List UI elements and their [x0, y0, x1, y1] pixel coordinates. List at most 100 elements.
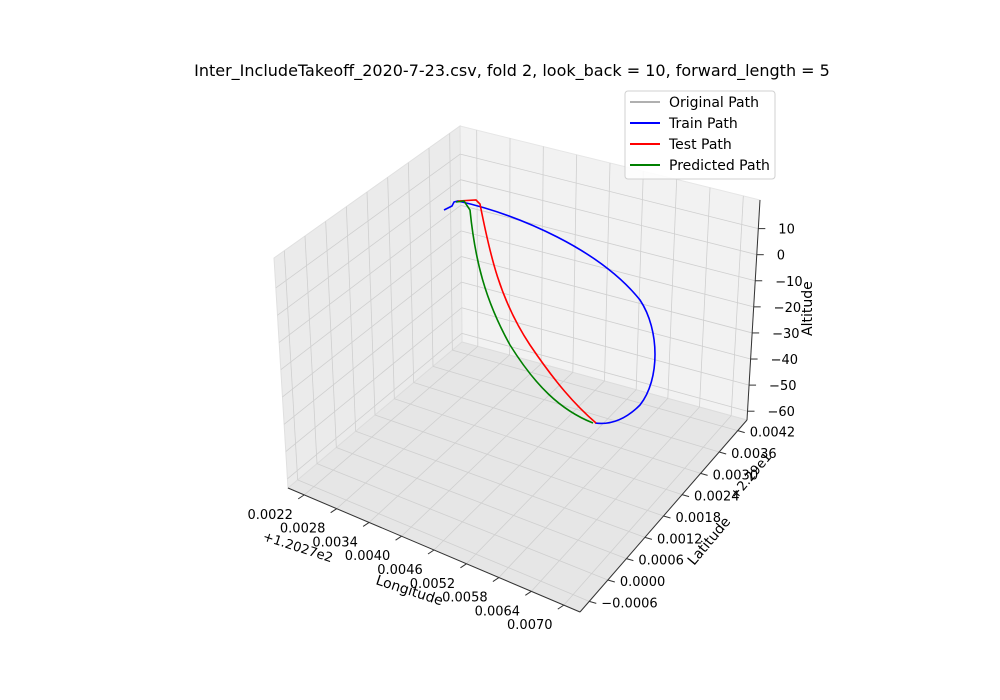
x-grid-line — [540, 146, 544, 364]
z-grid-line — [460, 153, 759, 229]
z-grid-line — [283, 281, 462, 425]
z-grid-line — [280, 230, 462, 371]
y-tick-label: 0.0000 — [620, 575, 666, 590]
grid-lines — [275, 130, 759, 606]
z-grid-line — [282, 256, 462, 398]
legend-label-test: Test Path — [668, 137, 732, 153]
z-grid-line — [460, 204, 756, 282]
y-grid-line — [316, 463, 608, 581]
x-tick-mark — [460, 563, 467, 569]
x-tick-label: 0.0046 — [377, 563, 423, 578]
y-grid-line — [355, 430, 646, 538]
y-tick-mark — [589, 600, 597, 604]
y-grid-line — [407, 162, 415, 383]
z-grid-line — [461, 281, 751, 360]
x-tick-mark — [297, 494, 305, 500]
z-grid-line — [461, 256, 753, 334]
x-tick-label: 0.0040 — [345, 549, 391, 564]
y-tick-mark — [681, 494, 690, 498]
x-tick-mark — [395, 535, 402, 541]
tick-labels: 0.00220.00280.00340.00400.00460.00520.00… — [247, 223, 802, 634]
z-tick-label: −10 — [775, 275, 802, 290]
y-grid-line — [283, 250, 299, 480]
y-tick-label: 0.0012 — [657, 532, 703, 547]
legend-label-train: Train Path — [668, 116, 738, 132]
axis-lines — [287, 199, 766, 613]
y-tick-mark — [607, 579, 615, 583]
z-grid-line — [285, 307, 462, 452]
chart-title: Inter_IncludeTakeoff_2020-7-23.csv, fold… — [194, 61, 830, 81]
x-tick-label: 0.0058 — [442, 591, 488, 606]
test-path-line — [457, 199, 597, 424]
x-grid-line — [699, 187, 711, 408]
z-tick-label: −50 — [769, 379, 796, 394]
z-tick-label: −40 — [771, 353, 798, 368]
z-grid-line — [460, 179, 757, 256]
x-tick-mark — [362, 522, 370, 527]
x-tick-mark — [557, 604, 565, 610]
z-tick-label: 0 — [777, 249, 785, 264]
x-tick-label: 0.0070 — [507, 618, 553, 633]
z-tick-label: −60 — [768, 405, 795, 420]
x-tick-mark — [330, 508, 337, 514]
x-tick-label: 0.0052 — [410, 577, 456, 592]
z-axis-label: Altitude — [800, 281, 816, 336]
z-grid-line — [277, 179, 461, 316]
y-grid-line — [387, 177, 395, 399]
x-grid-line — [572, 154, 578, 373]
y-tick-mark — [644, 536, 653, 540]
z-axis-spine — [746, 199, 761, 421]
y-tick-mark — [626, 558, 634, 562]
legend-box — [624, 90, 776, 180]
x-tick-label: 0.0022 — [247, 508, 293, 523]
x-tick-label: 0.0064 — [475, 604, 521, 619]
predicted-path-line — [455, 200, 594, 424]
x-tick-mark — [427, 549, 435, 555]
x-grid-line — [476, 130, 479, 347]
x-grid-line — [509, 138, 511, 356]
y-tick-mark — [700, 472, 708, 476]
z-tick-label: −20 — [774, 301, 801, 316]
y-grid-line — [428, 147, 434, 367]
y-grid-line — [345, 206, 357, 432]
y-tick-label: 0.0042 — [750, 426, 796, 441]
z-grid-line — [275, 153, 461, 289]
y-grid-line — [394, 398, 683, 496]
y-tick-label: 0.0006 — [638, 554, 684, 569]
x-grid-line — [635, 171, 644, 390]
y-grid-line — [304, 235, 318, 464]
y-tick-label: 0.0036 — [731, 447, 777, 462]
y-grid-line — [297, 479, 590, 602]
y-tick-mark — [719, 451, 727, 455]
y-axis-spine — [579, 419, 748, 613]
z-grid-line — [461, 332, 748, 412]
z-tick-label: −30 — [772, 327, 799, 342]
y-grid-line — [336, 447, 627, 560]
y-tick-mark — [663, 515, 671, 519]
x-tick-mark — [525, 590, 532, 596]
y-grid-line — [452, 349, 738, 432]
x-grid-line — [730, 195, 744, 416]
y-tick-mark — [737, 430, 745, 434]
legend-label-predicted: Predicted Path — [669, 158, 770, 174]
legend-label-original: Original Path — [669, 95, 759, 111]
y-grid-line — [374, 414, 664, 517]
z-grid-line — [461, 307, 750, 386]
x-axis-spine — [287, 487, 581, 613]
z-grid-line — [287, 333, 463, 480]
y-tick-label: 0.0018 — [676, 511, 722, 526]
y-grid-line — [325, 221, 337, 448]
y-grid-line — [449, 133, 453, 351]
x-tick-label: 0.0034 — [312, 535, 358, 550]
z-tick-label: 10 — [778, 223, 795, 238]
y-grid-line — [413, 382, 701, 474]
x-tick-mark — [492, 577, 500, 582]
x-grid-line — [604, 162, 611, 382]
y-tick-label: −0.0006 — [601, 596, 657, 611]
y-grid-line — [366, 191, 376, 416]
x-tick-label: 0.0028 — [280, 522, 326, 537]
y-grid-line — [432, 365, 720, 453]
z-grid-line — [278, 204, 461, 343]
legend: Original Path Train Path Test Path Predi… — [624, 90, 776, 180]
